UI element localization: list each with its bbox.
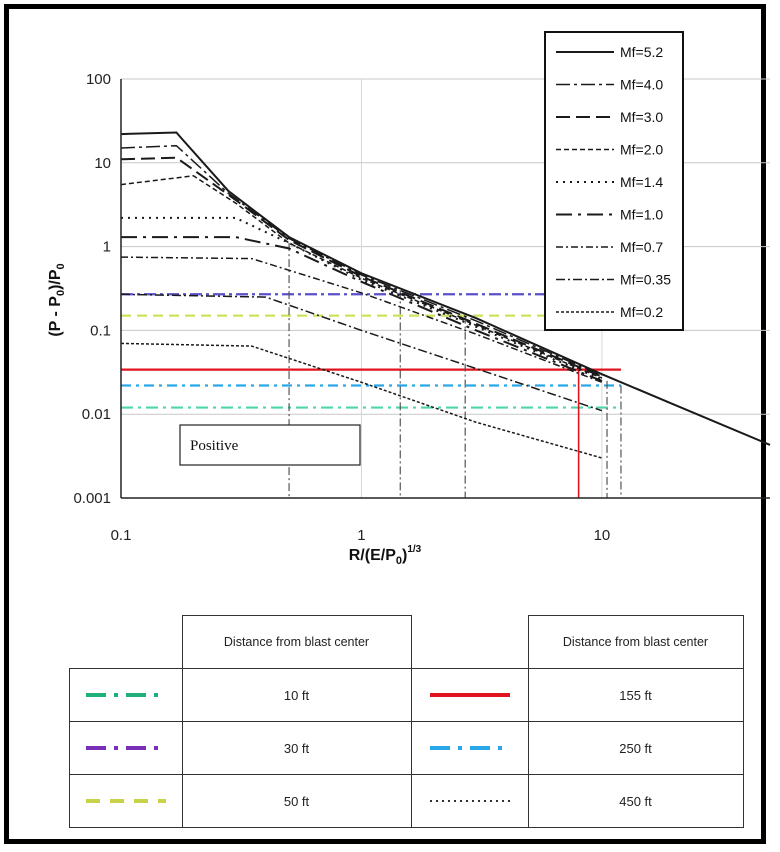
legend-label: Mf=0.2 (620, 304, 663, 320)
legend-label: Mf=2.0 (620, 142, 663, 158)
y-tick-labels: 100 10 1 0.1 0.01 0.001 (73, 71, 111, 507)
distance-left: 50 ft (181, 774, 412, 828)
header-blank-right (411, 616, 528, 669)
distance-right: 250 ft (527, 721, 744, 775)
y-axis-title: (P - P0)/P0 (47, 263, 67, 336)
legend-label: Mf=1.4 (620, 174, 663, 190)
header-left: Distance from blast center (181, 615, 412, 669)
x-tick-labels: 0.1 1 10 (111, 527, 611, 544)
line-swatch (85, 692, 166, 697)
table-row: 50 ft 450 ft (69, 774, 744, 828)
positive-annotation: Positive (190, 438, 239, 454)
line-swatch (429, 692, 510, 697)
series-line (120, 156, 603, 378)
chart-series (120, 131, 771, 459)
series-line (120, 342, 603, 459)
series-line (120, 293, 603, 412)
swatch-left (69, 668, 183, 722)
x-tick-label: 10 (594, 527, 611, 544)
y-tick-label: 0.1 (90, 322, 111, 339)
legend-label: Mf=0.35 (620, 272, 671, 288)
swatch-left (69, 721, 183, 775)
distance-left: 30 ft (181, 721, 412, 775)
y-tick-label: 1 (103, 239, 111, 256)
line-swatch (85, 745, 166, 750)
distance-right: 155 ft (527, 668, 744, 722)
positive-annotation-box (179, 424, 361, 466)
x-tick-label: 0.1 (111, 527, 132, 544)
y-tick-label: 10 (94, 155, 111, 172)
series-line (120, 175, 603, 379)
series-line (120, 256, 603, 384)
line-swatch (429, 745, 510, 750)
swatch-right (410, 774, 529, 828)
legend-label: Mf=4.0 (620, 77, 663, 93)
legend-label: Mf=0.7 (620, 239, 663, 255)
y-tick-label: 100 (86, 71, 111, 88)
swatch-left (69, 774, 183, 828)
series-line (120, 131, 771, 446)
table-header-row: Distance from blast center Distance from… (70, 615, 744, 669)
header-blank-left (70, 616, 183, 669)
series-line (120, 144, 603, 377)
distance-left: 10 ft (181, 668, 412, 722)
series-line (121, 236, 603, 382)
line-swatch (429, 799, 510, 802)
reference-lines (121, 293, 621, 409)
swatch-right (410, 668, 529, 722)
table-row: 30 ft 250 ft (69, 721, 744, 775)
table-row: 10 ft 155 ft (69, 668, 744, 722)
chart-axes (120, 79, 770, 499)
x-tick-label: 1 (357, 527, 365, 544)
line-swatch (85, 798, 166, 803)
legend-label: Mf=1.0 (620, 207, 663, 223)
swatch-right (410, 721, 529, 775)
legend-box (544, 31, 684, 331)
header-right: Distance from blast center (527, 615, 744, 669)
distance-legend-table: Distance from blast center Distance from… (69, 615, 744, 828)
y-tick-label: 0.001 (73, 490, 111, 507)
legend-label: Mf=5.2 (620, 44, 663, 60)
y-tick-label: 0.01 (82, 406, 111, 423)
legend-label: Mf=3.0 (620, 109, 663, 125)
chart-legend: Mf=5.2 Mf=4.0 Mf=3.0 Mf=2.0 Mf=1.4 Mf=1.0 Mf=0… (544, 31, 684, 331)
distance-right: 450 ft (527, 774, 744, 828)
pressure-chart: 100 10 1 0.1 0.01 0.001 0.1 1 10 Positive (P - … (47, 31, 771, 567)
x-axis-title: R/(E/P0)1/3 (349, 544, 422, 567)
